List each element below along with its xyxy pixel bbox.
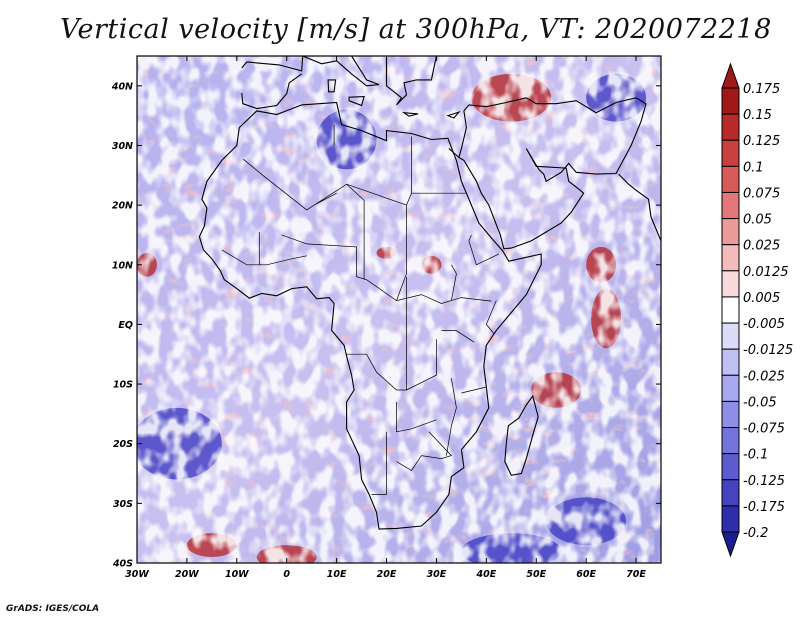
colorbar-swatch — [721, 479, 740, 507]
colorbar-label: 0.005 — [743, 291, 780, 306]
colorbar: 0.175 0.15 0.125 0.1 0.075 0.05 0.025 0.0125 0.0… — [721, 62, 793, 558]
map-title: Vertical velocity [m/s] at 300hPa, VT: 2… — [60, 14, 772, 45]
colorbar-swatch — [721, 400, 740, 429]
x-tick-label: 30W — [125, 569, 149, 580]
colorbar-swatch — [721, 165, 740, 193]
colorbar-label: -0.175 — [743, 500, 785, 515]
y-tick-label: 10N — [112, 260, 133, 271]
colorbar-label: 0.075 — [743, 186, 780, 201]
colorbar-label: 0.0125 — [743, 265, 789, 280]
colorbar-label: -0.2 — [743, 526, 768, 541]
x-tick-label: 0 — [283, 569, 290, 580]
colorbar-label: -0.025 — [743, 369, 785, 384]
colorbar-label: -0.075 — [743, 422, 785, 437]
colorbar-swatch — [721, 505, 740, 533]
colorbar-label: 0.175 — [743, 82, 780, 97]
colorbar-label: 0.1 — [743, 160, 764, 175]
colorbar-label: -0.1 — [743, 448, 768, 463]
x-tick-label: 70E — [626, 569, 646, 580]
colorbar-swatch — [721, 244, 740, 272]
y-tick-label: 10S — [113, 380, 133, 391]
colorbar-label: -0.05 — [743, 395, 777, 410]
colorbar-swatch — [721, 296, 740, 324]
colorbar-swatch — [721, 374, 740, 402]
x-tick-label: 40E — [475, 569, 496, 580]
colorbar-swatch — [721, 139, 740, 167]
colorbar-label: 0.125 — [743, 134, 780, 149]
colorbar-label: -0.005 — [743, 317, 785, 332]
y-tick-label: 40S — [112, 559, 133, 570]
x-tick-label: 50E — [526, 569, 546, 580]
colorbar-swatch — [721, 218, 740, 246]
colorbar-swatch — [721, 113, 740, 141]
x-tick-label: 20E — [377, 569, 397, 580]
colorbar-bottom-arrow — [721, 531, 740, 558]
colorbar-label: 0.025 — [743, 239, 780, 254]
x-tick-label: 20W — [175, 569, 199, 580]
credit-label: GrADS: IGES/COLA — [6, 604, 100, 614]
colorbar-label: 0.05 — [743, 213, 772, 228]
colorbar-swatch — [721, 191, 740, 220]
y-tick-label: 40N — [111, 81, 133, 92]
y-tick-label: 20N — [112, 201, 133, 212]
colorbar-label: -0.0125 — [743, 343, 793, 358]
x-tick-label: 60E — [576, 569, 596, 580]
x-tick-label: 30E — [427, 569, 447, 580]
colorbar-swatch — [721, 87, 740, 115]
y-tick-label: EQ — [118, 320, 133, 331]
x-axis: 30W 20W 10W 0 10E 20E 30E 40E 50E 60E 70E — [125, 56, 646, 580]
y-tick-label: 20S — [113, 439, 133, 450]
y-axis: 40N 30N 20N 10N EQ 10S 20S 30S 40S — [111, 81, 661, 570]
colorbar-label: 0.15 — [743, 108, 772, 123]
x-tick-label: 10E — [327, 569, 347, 580]
x-tick-label: 10W — [225, 569, 249, 580]
colorbar-swatch — [721, 322, 740, 350]
colorbar-swatch — [721, 348, 740, 376]
colorbar-label: -0.125 — [743, 474, 785, 489]
colorbar-swatch — [721, 453, 740, 481]
colorbar-top-arrow — [721, 62, 740, 89]
colorbar-swatch — [721, 270, 740, 298]
y-tick-label: 30S — [113, 499, 133, 510]
velocity-field — [137, 56, 661, 563]
y-tick-label: 30N — [112, 141, 133, 152]
map-frame — [136, 55, 662, 564]
colorbar-swatch — [721, 427, 740, 455]
